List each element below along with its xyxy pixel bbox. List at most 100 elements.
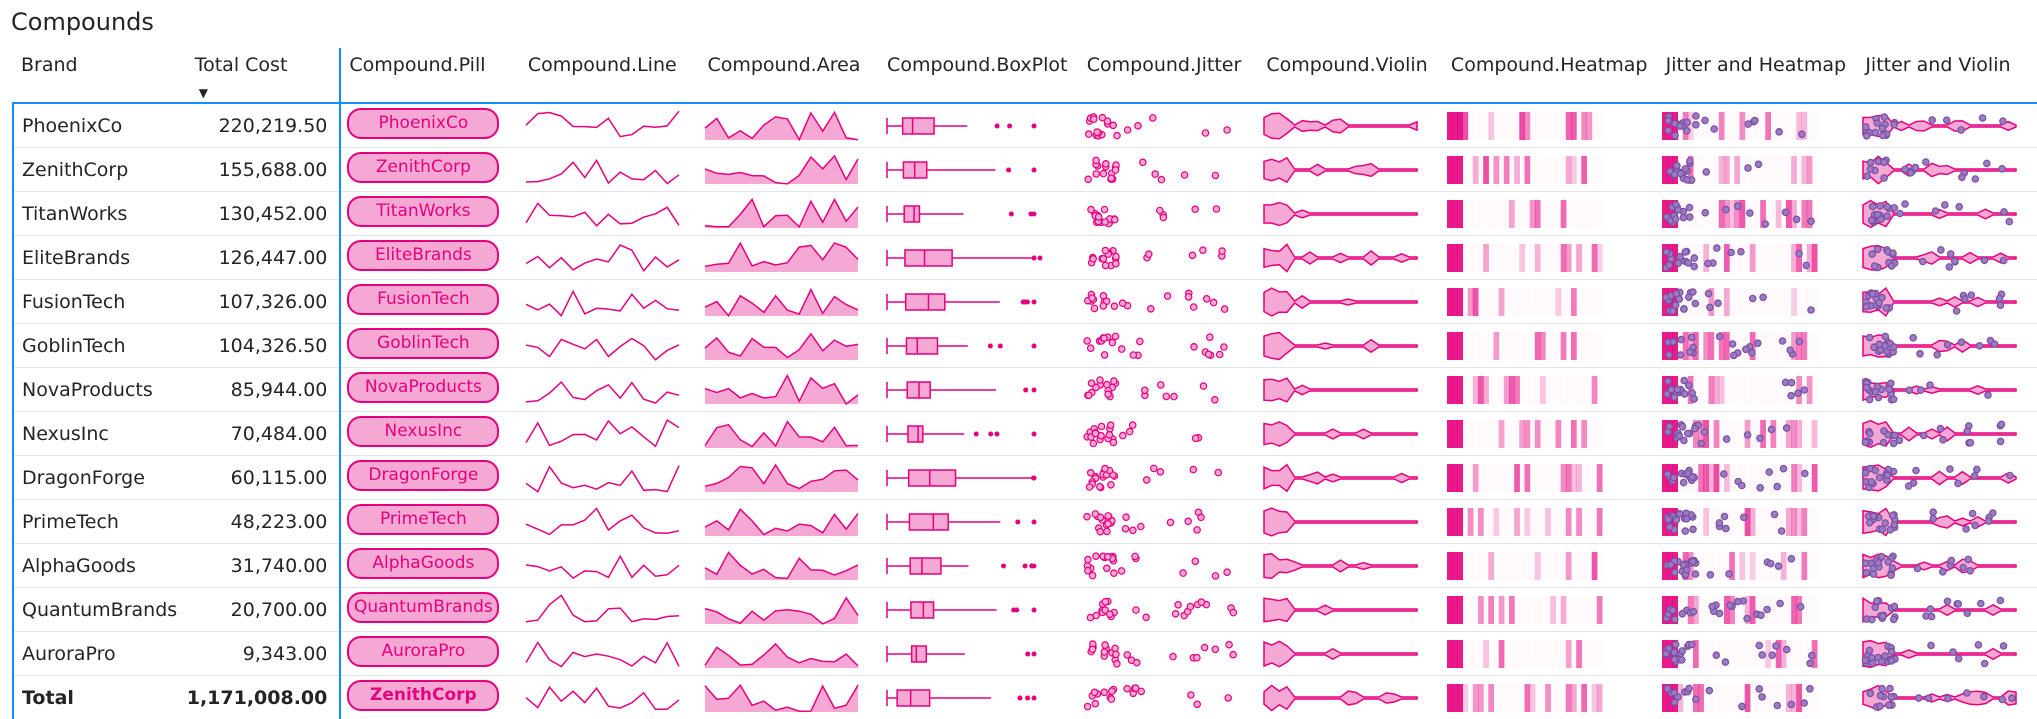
heat-band [1698, 464, 1704, 492]
heat-band [1545, 640, 1551, 668]
heat-band [1462, 332, 1468, 360]
heat-band [1592, 156, 1598, 184]
column-header-compound-boxplot[interactable]: Compound.BoxPlot [879, 48, 1079, 103]
heat-band [1504, 596, 1510, 624]
brand-cell: GoblinTech [13, 324, 187, 368]
total-cost-cell: 130,452.00 [187, 192, 341, 236]
jitter-heatmap-cell [1658, 103, 1858, 148]
heat-band [1478, 112, 1484, 140]
jitter-point [1887, 526, 1893, 532]
jitter-point [1150, 465, 1156, 471]
jitter-point [1149, 114, 1155, 120]
total-cost-cell: 107,326.00 [187, 280, 341, 324]
heat-band [1775, 112, 1781, 140]
heat-band [1744, 244, 1750, 272]
column-header-compound-line[interactable]: Compound.Line [520, 48, 700, 103]
jitter-heatmap-chart [1658, 680, 1823, 716]
jitter-point [1084, 567, 1090, 573]
heat-band [1677, 464, 1683, 492]
violin-shape [1863, 554, 2016, 577]
jitter-point [1728, 249, 1734, 255]
jitter-point [1998, 597, 2004, 603]
column-header-total-cost[interactable]: Total Cost ▼ [187, 48, 341, 103]
box [911, 602, 934, 618]
jitter-point [1092, 510, 1098, 516]
jitter-point [1219, 247, 1225, 253]
jitter-point [1139, 159, 1145, 165]
boxplot-cell [879, 368, 1079, 412]
outlier [974, 431, 979, 436]
heat-band [1724, 596, 1730, 624]
heat-band [1734, 552, 1740, 580]
heat-band [1545, 596, 1551, 624]
heat-band [1729, 464, 1735, 492]
jitter-heatmap-chart [1658, 152, 1823, 188]
column-header-jitter-and-violin[interactable]: Jitter and Violin [1857, 48, 2037, 103]
total-cost-cell: 70,484.00 [187, 412, 341, 456]
heat-band [1571, 684, 1577, 712]
column-header-compound-jitter[interactable]: Compound.Jitter [1079, 48, 1259, 103]
heat-band [1550, 552, 1556, 580]
jitter-point [2009, 695, 2015, 701]
jitter-point [1867, 519, 1873, 525]
column-header-jitter-and-heatmap[interactable]: Jitter and Heatmap [1658, 48, 1858, 103]
sort-descending-icon[interactable]: ▼ [199, 86, 208, 100]
heat-band [1483, 640, 1489, 668]
column-header-brand[interactable]: Brand [13, 48, 187, 103]
heat-band [1581, 200, 1587, 228]
area-cell [699, 280, 879, 324]
column-header-label: Total Cost [195, 54, 288, 76]
heat-band [1811, 112, 1817, 140]
heat-band [1592, 332, 1598, 360]
boxplot-chart [879, 680, 1044, 716]
heat-band [1519, 596, 1525, 624]
heat-band [1462, 508, 1468, 536]
column-header-compound-heatmap[interactable]: Compound.Heatmap [1443, 48, 1658, 103]
heat-band [1786, 244, 1792, 272]
heat-band [1744, 552, 1750, 580]
violin-cell [1258, 148, 1443, 192]
jitter-point [1962, 295, 1968, 301]
heatmap-cell [1443, 544, 1658, 588]
jitter-point [1806, 685, 1812, 691]
heat-band [1493, 640, 1499, 668]
column-header-compound-pill[interactable]: Compound.Pill [340, 48, 519, 103]
jitter-point [1112, 333, 1118, 339]
jitter-point [1111, 216, 1117, 222]
heat-band [1509, 376, 1515, 404]
jitter-point [1889, 262, 1895, 268]
column-header-compound-violin[interactable]: Compound.Violin [1258, 48, 1443, 103]
area-chart [699, 372, 864, 408]
jitter-point [1087, 469, 1093, 475]
jitter-point [1106, 431, 1112, 437]
heat-band [1698, 596, 1704, 624]
line-cell [520, 280, 700, 324]
heat-band [1468, 156, 1474, 184]
heat-band [1566, 288, 1572, 316]
box [909, 514, 948, 530]
heat-band [1555, 200, 1561, 228]
pill-cell: PrimeTech [340, 500, 519, 544]
heat-band [1447, 244, 1453, 272]
jitter-point [1185, 518, 1191, 524]
column-header-compound-area[interactable]: Compound.Area [699, 48, 879, 103]
jitter-point [1671, 569, 1677, 575]
jitter-violin-cell [1857, 236, 2037, 280]
heat-band [1478, 684, 1484, 712]
jitter-point [1101, 335, 1107, 341]
jitter-point [1192, 435, 1198, 441]
